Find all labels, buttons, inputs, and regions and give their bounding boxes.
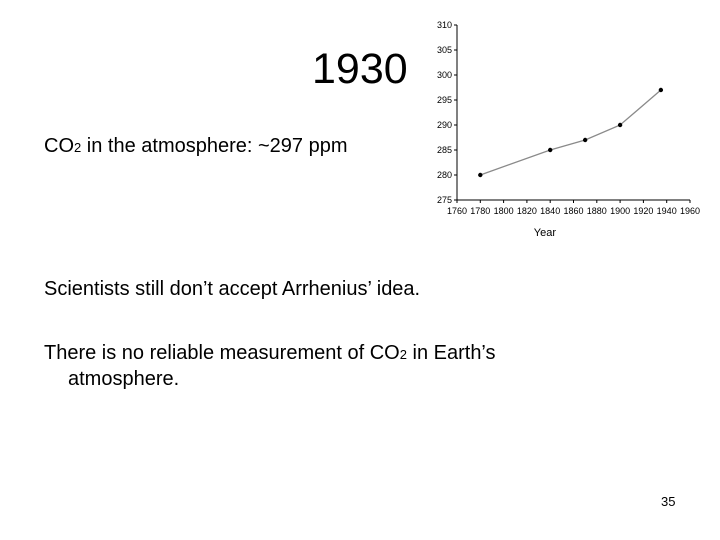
data-point — [617, 122, 623, 128]
co2-subscript: 2 — [74, 140, 82, 155]
data-point — [582, 137, 588, 143]
y-tick-label: 295 — [437, 95, 452, 105]
x-tick-label: 1840 — [540, 206, 560, 216]
x-tick-label: 1900 — [610, 206, 630, 216]
x-tick-label: 1760 — [447, 206, 467, 216]
y-tick-label: 290 — [437, 120, 452, 130]
x-tick-label: 1860 — [563, 206, 583, 216]
y-tick-label: 285 — [437, 145, 452, 155]
data-point — [548, 147, 553, 153]
series-line — [480, 89, 662, 176]
x-tick-label: 1960 — [680, 206, 700, 216]
x-tick-label: 1920 — [633, 206, 653, 216]
co2-line-chart: 275 280 285 290 295 300 305 310 1760 1780 1800 182… — [437, 20, 700, 239]
data-point — [658, 87, 664, 93]
y-tick-label: 275 — [437, 195, 452, 205]
x-tick-label: 1800 — [494, 206, 514, 216]
y-tick-label: 310 — [437, 20, 452, 30]
co2-suffix: in the atmosphere: ~297 ppm — [81, 135, 348, 157]
y-tick-label: 300 — [437, 70, 452, 80]
x-tick-label: 1880 — [587, 206, 607, 216]
y-tick-label: 280 — [437, 170, 452, 180]
data-point — [478, 172, 483, 178]
page-number: 35 — [661, 494, 676, 509]
co2-prefix: CO — [44, 135, 74, 157]
measurement-sentence: There is no reliable measurement of CO2 … — [44, 340, 496, 368]
x-axis-label: Year — [534, 227, 557, 239]
y-axis-ticks: 275 280 285 290 295 300 305 310 — [437, 20, 457, 205]
x-tick-label: 1940 — [657, 206, 677, 216]
measurement-subscript: 2 — [399, 347, 407, 362]
series-co2 — [478, 87, 664, 178]
slide-title: 1930 — [312, 45, 408, 93]
co2-level-text: CO2 in the atmosphere: ~297 ppm — [44, 133, 348, 161]
measurement-suffix: in Earth’s — [406, 342, 496, 364]
measurement-prefix: There is no reliable measurement of CO — [44, 342, 400, 364]
y-tick-label: 305 — [437, 45, 452, 55]
x-tick-label: 1780 — [470, 206, 490, 216]
x-axis-ticks: 1760 1780 1800 1820 1840 1860 1880 1900 1920 1940… — [447, 200, 700, 216]
x-tick-label: 1820 — [517, 206, 537, 216]
scientists-sentence: Scientists still don’t accept Arrhenius’… — [44, 278, 421, 300]
measurement-sentence-line2: atmosphere. — [68, 368, 180, 390]
